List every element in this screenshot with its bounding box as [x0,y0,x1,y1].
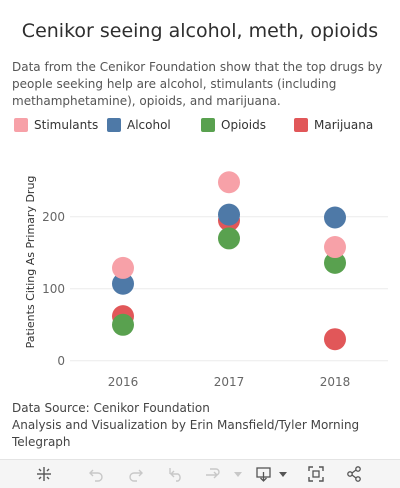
undo-icon[interactable] [88,466,104,482]
point-opioids[interactable] [112,313,134,336]
footer: Data Source: Cenikor Foundation Analysis… [12,400,396,451]
download-icon[interactable] [256,466,272,482]
scatter-chart[interactable]: 0 100 200 2016 2017 2018 Patients Citing As Pr… [0,140,400,395]
refresh-icon[interactable] [204,466,220,482]
legend-swatch-marijuana [294,118,308,132]
x-tick-label: 2017 [214,375,245,389]
download-dropdown-icon[interactable] [276,466,292,482]
y-axis-label: Patients Citing As Primary Drug [24,176,37,349]
y-tick-label: 0 [57,354,65,368]
chart-title: Cenikor seeing alcohol, meth, opioids [21,20,379,42]
y-tick-label: 200 [42,210,65,224]
legend-label: Opioids [221,118,266,132]
legend: Stimulants Alcohol Opioids Marijuana [14,117,394,135]
point-opioids[interactable] [324,251,346,274]
point-alcohol[interactable] [324,206,346,229]
chart-subtitle: Data from the Cenikor Foundation show th… [12,60,383,108]
data-source-text: Data Source: Cenikor Foundation [12,401,210,415]
x-tick-label: 2018 [320,375,351,389]
viz-toolbar [0,459,400,488]
credit-text: Analysis and Visualization by Erin Mansf… [12,418,360,449]
tableau-logo-icon[interactable] [36,466,52,482]
point-alcohol[interactable] [112,272,134,295]
x-tick-label: 2016 [108,375,139,389]
point-opioids[interactable] [218,227,240,250]
point-stimulants[interactable] [112,256,134,279]
revert-icon[interactable] [168,466,184,482]
point-stimulants[interactable] [324,236,346,259]
legend-swatch-alcohol [107,118,121,132]
legend-swatch-opioids [201,118,215,132]
y-tick-label: 100 [42,282,65,296]
point-marijuana[interactable] [324,328,346,351]
fullscreen-icon[interactable] [308,466,324,482]
legend-label: Stimulants [34,118,99,132]
point-alcohol[interactable] [218,203,240,226]
redo-icon[interactable] [128,466,144,482]
legend-label: Alcohol [127,118,171,132]
share-icon[interactable] [346,466,362,482]
legend-swatch-stimulants [14,118,28,132]
legend-label: Marijuana [314,118,374,132]
point-stimulants[interactable] [218,171,240,194]
dropdown-icon[interactable] [230,466,246,482]
